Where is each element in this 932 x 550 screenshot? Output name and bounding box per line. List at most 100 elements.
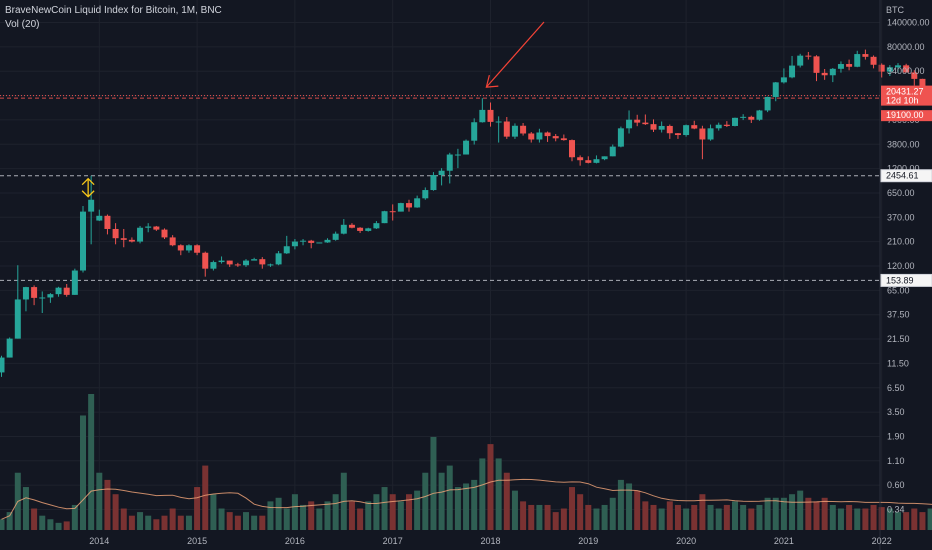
candle-body xyxy=(259,259,266,265)
candle xyxy=(104,214,111,235)
candle-body xyxy=(226,260,233,265)
candle-body xyxy=(471,122,478,141)
candle-body xyxy=(194,245,201,253)
candle-body xyxy=(732,117,738,126)
candle xyxy=(438,168,445,186)
volume-bar xyxy=(210,494,217,530)
volume-bar xyxy=(878,507,885,530)
candle-body xyxy=(601,156,608,160)
candle xyxy=(234,262,241,267)
candle xyxy=(585,156,592,164)
candle-body xyxy=(797,55,804,66)
candle xyxy=(536,128,543,143)
candle xyxy=(821,68,828,80)
candle-body xyxy=(593,159,600,163)
volume-bar xyxy=(528,504,535,530)
candle-body xyxy=(6,338,13,358)
volume-bar xyxy=(569,487,575,530)
volume-bar xyxy=(226,512,233,530)
candle-body xyxy=(210,262,217,269)
candle-body xyxy=(511,125,518,137)
volume-bar xyxy=(169,508,176,530)
candle-body xyxy=(683,125,690,136)
candle xyxy=(756,109,763,121)
candle xyxy=(365,227,372,232)
candle-body xyxy=(153,226,160,230)
candle xyxy=(748,115,755,123)
volume-bar xyxy=(911,508,918,530)
candle-body xyxy=(39,297,46,299)
candle-body xyxy=(878,64,885,72)
candle-body xyxy=(31,287,38,298)
volume-bar xyxy=(797,490,804,530)
volume-bars xyxy=(0,394,932,530)
volume-bar xyxy=(357,508,364,530)
volume-bar xyxy=(593,508,600,530)
time-axis-label: 2019 xyxy=(578,536,598,546)
candle-body xyxy=(446,154,453,171)
volume-bar xyxy=(846,504,853,530)
drawings[interactable] xyxy=(81,21,545,198)
candle-body xyxy=(544,132,551,137)
range-marker-top-arrow xyxy=(81,177,95,186)
volume-bar xyxy=(80,415,86,530)
volume-bar xyxy=(626,483,633,530)
volume-bar xyxy=(414,490,421,530)
candle-body xyxy=(463,140,470,155)
volume-bar xyxy=(642,501,649,530)
candle-body xyxy=(560,138,567,141)
volume-bar xyxy=(723,504,730,530)
volume-bar xyxy=(185,515,192,530)
candle-body xyxy=(137,227,144,242)
candle-body xyxy=(381,211,388,224)
candle-body xyxy=(503,121,510,137)
volume-bar xyxy=(316,508,323,530)
candle xyxy=(528,132,535,143)
candle xyxy=(300,239,307,246)
candle-body xyxy=(626,119,633,129)
candle xyxy=(251,257,258,261)
candle-body xyxy=(185,245,192,251)
candle-body xyxy=(128,239,135,242)
volume-bar xyxy=(397,501,404,530)
volume-bar xyxy=(536,504,543,530)
candle xyxy=(145,223,152,233)
candle-body xyxy=(234,264,241,266)
candle xyxy=(47,293,54,303)
volume-bar xyxy=(381,487,388,530)
candle xyxy=(691,120,698,130)
time-axis-label: 2014 xyxy=(89,536,109,546)
candle xyxy=(797,53,804,68)
candle xyxy=(715,122,722,131)
volume-ma-line xyxy=(1,478,932,520)
candle-body xyxy=(422,190,429,199)
volume-bar xyxy=(324,501,331,530)
price-axis-label: 120.00 xyxy=(887,261,915,271)
volume-bar xyxy=(438,472,445,530)
candle xyxy=(569,139,575,162)
candle-body xyxy=(829,68,836,76)
volume-bar xyxy=(634,490,641,530)
candle-body xyxy=(454,154,461,156)
candle xyxy=(870,55,877,69)
volume-indicator-label[interactable]: Vol (20) xyxy=(5,19,40,30)
volume-bar xyxy=(870,504,877,530)
candle-body xyxy=(0,357,5,373)
volume-bar xyxy=(22,487,29,530)
volume-bar xyxy=(6,512,13,530)
candle xyxy=(80,206,86,273)
volume-bar xyxy=(658,508,665,530)
price-axis-label: 210.00 xyxy=(887,237,915,247)
candle xyxy=(332,231,339,241)
time-axis[interactable]: 2014 2015 2016 2017 2018 2019 2020 2021 2022 xyxy=(89,536,891,546)
candle xyxy=(658,121,665,133)
candle-body xyxy=(536,132,543,140)
candle xyxy=(397,202,404,212)
candle xyxy=(862,49,869,60)
price-axis-label: 65.00 xyxy=(887,285,910,295)
candle-body xyxy=(495,121,502,123)
time-axis-label: 2017 xyxy=(383,536,403,546)
volume-bar xyxy=(145,515,152,530)
